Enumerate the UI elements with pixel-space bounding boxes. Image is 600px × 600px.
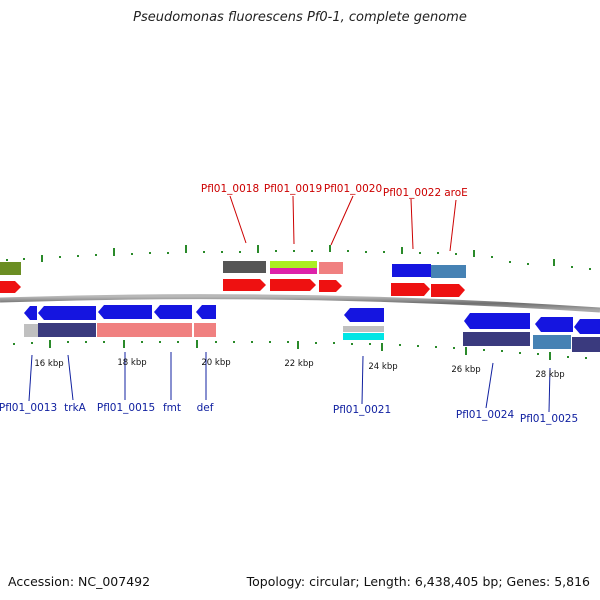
scale-label-26kbp: 26 kbp (451, 365, 480, 375)
bottom-strand-features (24, 305, 600, 352)
label-trkA: trkA (64, 402, 87, 414)
gene-aroE (431, 265, 466, 278)
label-pfl01-0021: Pfl01_0021 (333, 404, 391, 416)
gene-pfl01-0019-bottom (270, 268, 317, 274)
bar-pfl01-0013 (24, 324, 38, 337)
genome-backbone (0, 294, 600, 313)
gene-pfl01-0019-top (270, 261, 317, 268)
bar-right-edge (572, 337, 600, 352)
label-pfl01-0019: Pfl01_0019 (264, 183, 322, 195)
arrow-pfl01-0025 (535, 317, 573, 332)
cds-pfl01-0022 (391, 283, 430, 296)
label-aroE: aroE (444, 187, 468, 199)
top-strand-features (0, 261, 466, 297)
gene-green-left (0, 262, 21, 275)
scale-label-16kbp: 16 kbp (34, 359, 63, 369)
bar-pfl01-0024 (463, 332, 530, 346)
cds-red-left (0, 281, 21, 293)
label-pfl01-0025: Pfl01_0025 (520, 413, 578, 425)
accession-text: Accession: NC_007492 (8, 574, 151, 589)
scale-label-24kbp: 24 kbp (368, 362, 397, 372)
bottom-gene-labels: Pfl01_0013 trkA Pfl01_0015 fmt def Pfl01… (0, 402, 578, 425)
cds-pfl01-0019 (270, 279, 316, 291)
cds-pfl01-0020 (319, 280, 342, 292)
arrow-pfl01-0013 (24, 306, 37, 320)
label-pfl01-0018: Pfl01_0018 (201, 183, 259, 195)
bar-pfl01-0025 (533, 335, 571, 349)
bar-def (194, 323, 216, 337)
leader-lines-top (229, 195, 457, 252)
scale-label-22kbp: 22 kbp (284, 359, 313, 369)
arrow-right-edge (574, 319, 600, 334)
outer-tick-row (6, 245, 591, 270)
scale-label-18kbp: 18 kbp (117, 358, 146, 368)
scale-labels: 16 kbp 18 kbp 20 kbp 22 kbp 24 kbp 26 kb… (34, 358, 564, 380)
label-def: def (197, 402, 214, 414)
label-pfl01-0022: Pfl01_0022 (383, 187, 441, 199)
label-pfl01-0024: Pfl01_0024 (456, 409, 515, 421)
map-title: Pseudomonas fluorescens Pf0-1, complete … (133, 10, 467, 25)
top-gene-labels: Pfl01_0018 Pfl01_0019 Pfl01_0020 Pfl01_0… (201, 183, 468, 199)
bar-pfl01-0015-fmt (97, 323, 192, 337)
label-fmt: fmt (163, 402, 181, 414)
inner-tick-row (13, 340, 587, 360)
label-pfl01-0015: Pfl01_0015 (97, 402, 155, 414)
bar-trkA (38, 323, 96, 337)
label-pfl01-0013: Pfl01_0013 (0, 402, 57, 414)
arrow-fmt (154, 305, 192, 319)
scale-label-28kbp: 28 kbp (535, 370, 564, 380)
arrow-trkA (38, 306, 96, 320)
bar-pfl01-0021-b (343, 333, 384, 340)
leader-lines-bottom (28, 352, 551, 413)
bar-pfl01-0021-a (343, 326, 384, 332)
cds-pfl01-0018 (223, 279, 266, 291)
cds-aroE (431, 284, 465, 297)
gene-pfl01-0020 (319, 262, 343, 274)
scale-label-20kbp: 20 kbp (201, 358, 230, 368)
gene-pfl01-0022 (392, 264, 431, 277)
arrow-pfl01-0015 (98, 305, 152, 319)
gene-pfl01-0018 (223, 261, 266, 273)
topology-text: Topology: circular; Length: 6,438,405 bp… (246, 574, 590, 589)
arrow-def (196, 305, 216, 319)
label-pfl01-0020: Pfl01_0020 (324, 183, 382, 195)
arrow-pfl01-0024 (464, 313, 530, 329)
arrow-pfl01-0021 (344, 308, 384, 322)
